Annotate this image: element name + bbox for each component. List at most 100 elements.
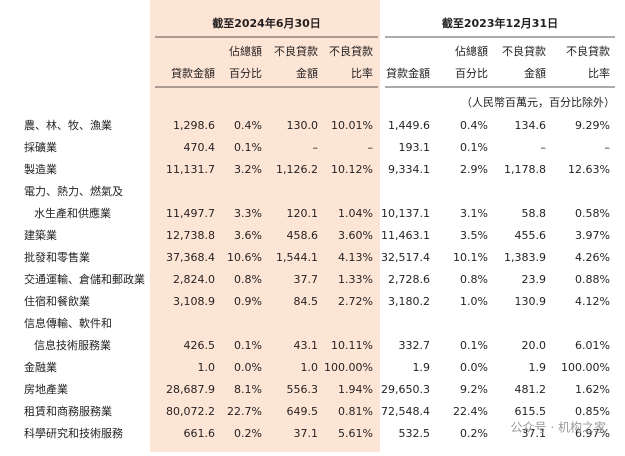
- cell: 3,180.2: [388, 295, 430, 308]
- cell: 3.6%: [234, 229, 262, 242]
- cell: 4.13%: [338, 251, 373, 264]
- watermark: 公众号 · 机构之家: [511, 420, 606, 435]
- cell: 470.4: [184, 141, 216, 154]
- cell: 12,738.8: [166, 229, 215, 242]
- highlight-band: [150, 0, 380, 452]
- cell: 0.8%: [460, 273, 488, 286]
- cell: 12.63%: [568, 163, 610, 176]
- cell: 100.00%: [324, 361, 373, 374]
- cell: 23.9: [522, 273, 547, 286]
- row-label: 建築業: [24, 228, 57, 242]
- cell: 0.4%: [460, 119, 488, 132]
- cell: 2.72%: [338, 295, 373, 308]
- cell: 1,178.8: [504, 163, 546, 176]
- cell: 0.1%: [234, 339, 262, 352]
- cell: 10.12%: [331, 163, 373, 176]
- cell: 10.11%: [331, 339, 373, 352]
- cell: 1.33%: [338, 273, 373, 286]
- cell: –: [605, 141, 611, 154]
- cell: 1.9: [529, 361, 547, 374]
- cell: 0.9%: [234, 295, 262, 308]
- cell: 72,548.4: [381, 405, 430, 418]
- column-header: 比率: [351, 66, 373, 80]
- cell: 37.1: [294, 427, 319, 440]
- cell: 1.94%: [338, 383, 373, 396]
- column-header: 不良貸款: [274, 44, 318, 58]
- cell: 1,449.6: [388, 119, 430, 132]
- row-label: 信息傳輸、軟件和: [24, 316, 112, 330]
- row-label: 金融業: [24, 360, 57, 374]
- column-header: 不良貸款: [566, 44, 610, 58]
- cell: 0.0%: [460, 361, 488, 374]
- cell: 9,334.1: [388, 163, 430, 176]
- cell: 10.6%: [227, 251, 262, 264]
- group-title: 截至2024年6月30日: [212, 16, 321, 30]
- cell: 11,497.7: [166, 207, 215, 220]
- cell: 1,383.9: [504, 251, 546, 264]
- column-header: 佔總額: [229, 44, 262, 58]
- cell: 649.5: [287, 405, 319, 418]
- cell: –: [541, 141, 547, 154]
- column-header: 不良貸款: [329, 44, 373, 58]
- cell: 3.97%: [575, 229, 610, 242]
- cell: 6.01%: [575, 339, 610, 352]
- cell: 10.01%: [331, 119, 373, 132]
- cell: 1.9: [413, 361, 431, 374]
- cell: 1,126.2: [276, 163, 318, 176]
- cell: –: [313, 141, 319, 154]
- row-label: 住宿和餐飲業: [24, 294, 90, 308]
- cell: 458.6: [287, 229, 319, 242]
- cell: 20.0: [522, 339, 547, 352]
- cell: 4.12%: [575, 295, 610, 308]
- cell: 0.1%: [460, 339, 488, 352]
- column-header: 金額: [524, 66, 546, 80]
- cell: –: [368, 141, 374, 154]
- cell: 8.1%: [234, 383, 262, 396]
- cell: 37.7: [294, 273, 319, 286]
- cell: 3.3%: [234, 207, 262, 220]
- cell: 1.62%: [575, 383, 610, 396]
- row-label: 採礦業: [24, 140, 57, 154]
- column-header: 金額: [296, 66, 318, 80]
- cell: 11,131.7: [166, 163, 215, 176]
- cell: 5.61%: [338, 427, 373, 440]
- cell: 0.4%: [234, 119, 262, 132]
- cell: 1,298.6: [173, 119, 215, 132]
- row-label: 電力、熱力、燃氣及: [24, 184, 123, 198]
- cell: 84.5: [294, 295, 319, 308]
- row-label: 水生產和供應業: [34, 206, 111, 220]
- cell: 2.9%: [460, 163, 488, 176]
- cell: 4.26%: [575, 251, 610, 264]
- cell: 9.2%: [460, 383, 488, 396]
- cell: 455.6: [515, 229, 547, 242]
- cell: 28,687.9: [166, 383, 215, 396]
- row-label: 房地產業: [24, 382, 68, 396]
- cell: 532.5: [399, 427, 431, 440]
- row-label: 信息技術服務業: [34, 338, 111, 352]
- cell: 0.85%: [575, 405, 610, 418]
- cell: 3.1%: [460, 207, 488, 220]
- cell: 0.58%: [575, 207, 610, 220]
- cell: 32,517.4: [381, 251, 430, 264]
- cell: 3.5%: [460, 229, 488, 242]
- cell: 556.3: [287, 383, 319, 396]
- cell: 120.1: [287, 207, 319, 220]
- cell: 0.8%: [234, 273, 262, 286]
- row-label: 農、林、牧、漁業: [24, 118, 112, 132]
- column-header: 百分比: [229, 67, 262, 80]
- column-header: 比率: [588, 66, 610, 80]
- cell: 130.0: [287, 119, 319, 132]
- cell: 0.81%: [338, 405, 373, 418]
- column-header: 百分比: [455, 67, 488, 80]
- column-header: 佔總額: [455, 44, 488, 58]
- cell: 0.1%: [234, 141, 262, 154]
- cell: 2,824.0: [173, 273, 215, 286]
- cell: 0.2%: [460, 427, 488, 440]
- column-header: 貸款金額: [386, 66, 430, 80]
- cell: 2,728.6: [388, 273, 430, 286]
- cell: 22.4%: [453, 405, 488, 418]
- cell: 615.5: [515, 405, 547, 418]
- row-label: 製造業: [24, 162, 57, 176]
- cell: 80,072.2: [166, 405, 215, 418]
